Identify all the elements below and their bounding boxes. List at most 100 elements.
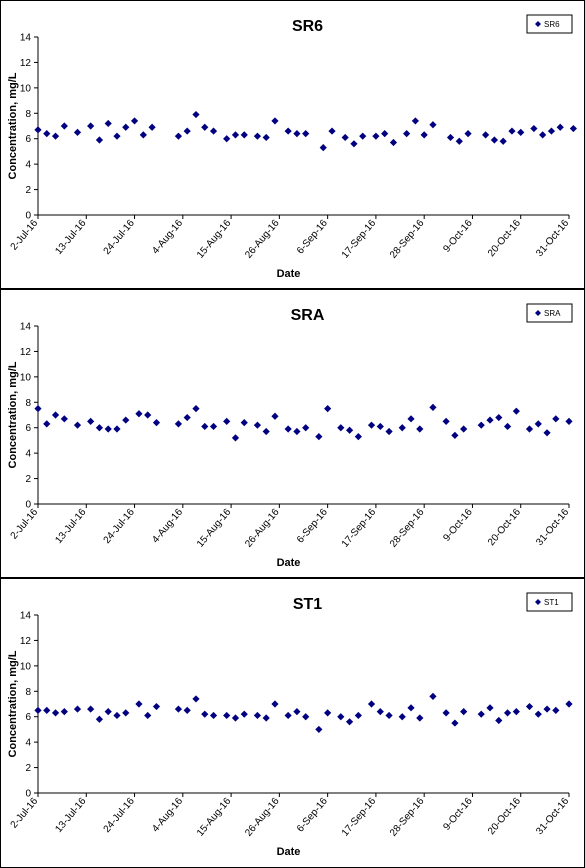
y-axis-title: Concentration, mg/L (7, 361, 19, 468)
y-tick-label: 4 (25, 449, 31, 460)
legend-box (526, 592, 573, 612)
y-tick-label: 12 (20, 58, 32, 69)
data-point-sr6 (209, 127, 218, 135)
data-point-st1 (302, 713, 310, 721)
data-point-sra (367, 421, 376, 429)
data-point-sra (385, 427, 393, 436)
data-point-sra (113, 425, 121, 433)
data-point-sr6 (284, 127, 292, 135)
legend-label: SRA (544, 309, 561, 318)
data-point-sr6 (113, 132, 121, 140)
data-point-st1 (376, 708, 384, 716)
data-point-sra (183, 413, 191, 422)
data-point-sr6 (372, 132, 380, 140)
plot-area (38, 37, 569, 215)
data-point-sr6 (539, 131, 547, 139)
chart-title: ST1 (293, 596, 322, 613)
data-point-sra (525, 425, 534, 433)
data-point-sra (460, 425, 468, 433)
y-tick-label: 2 (25, 185, 31, 196)
data-point-sr6 (271, 117, 279, 125)
legend-label: SR6 (544, 20, 560, 29)
data-point-st1 (209, 711, 218, 720)
data-point-sr6 (420, 131, 428, 139)
y-tick-label: 2 (25, 763, 31, 774)
y-tick-label: 10 (20, 661, 32, 672)
data-point-st1 (271, 700, 279, 708)
data-point-sra (253, 421, 262, 429)
y-tick-label: 10 (20, 83, 32, 94)
data-point-st1 (495, 716, 503, 725)
data-point-sra (293, 427, 301, 436)
data-point-sr6 (201, 123, 209, 131)
y-tick-label: 12 (20, 347, 32, 358)
legend-marker (535, 599, 541, 605)
data-point-sr6 (34, 126, 42, 134)
y-tick-label: 14 (20, 33, 32, 44)
chart-title: SRA (291, 307, 325, 324)
data-point-sr6 (530, 124, 538, 133)
data-point-sra (201, 422, 209, 431)
data-point-sr6 (95, 136, 104, 144)
y-tick-label: 14 (20, 611, 32, 622)
data-point-sra (495, 413, 503, 422)
data-point-sr6 (253, 132, 262, 140)
data-point-sr6 (302, 130, 310, 138)
data-point-sra (398, 424, 406, 432)
data-point-sra (302, 424, 310, 432)
data-point-sra (209, 422, 218, 431)
data-point-sr6 (174, 132, 183, 140)
data-point-sr6 (73, 128, 82, 136)
data-point-sr6 (455, 137, 463, 145)
data-point-sra (51, 411, 60, 419)
data-point-sr6 (359, 132, 367, 140)
y-tick-label: 12 (20, 636, 32, 647)
data-point-sr6 (223, 135, 231, 143)
data-point-st1 (95, 715, 104, 723)
data-point-st1 (486, 704, 494, 712)
data-point-sr6 (508, 127, 516, 135)
data-point-st1 (223, 711, 231, 720)
data-point-st1 (367, 700, 376, 708)
data-point-sr6 (122, 123, 130, 131)
data-point-sr6 (403, 130, 411, 138)
data-point-sr6 (547, 127, 556, 135)
data-point-sr6 (130, 117, 139, 125)
data-point-st1 (565, 700, 573, 708)
data-point-sr6 (446, 133, 455, 142)
x-axis-title: Date (277, 846, 301, 858)
data-point-sra (486, 416, 494, 424)
data-point-sr6 (341, 133, 349, 142)
data-point-sra (354, 433, 362, 441)
data-point-sra (337, 424, 345, 432)
y-tick-label: 4 (25, 738, 31, 749)
data-point-sr6 (60, 122, 68, 130)
data-point-st1 (135, 700, 143, 708)
data-point-sr6 (499, 137, 507, 145)
data-point-sr6 (319, 144, 327, 152)
data-point-sr6 (350, 140, 358, 148)
y-tick-label: 6 (25, 134, 31, 145)
y-tick-label: 0 (25, 211, 31, 222)
y-tick-label: 8 (25, 109, 31, 120)
chart-panel-sr6: 0 2 4 6 8 10 12 14 2-Jul-16 13-Jul-16 24-Jul-16 4-A… (0, 0, 585, 289)
y-tick-label: 0 (25, 789, 31, 800)
data-point-sr6 (569, 124, 577, 133)
legend-box (526, 14, 573, 34)
data-point-sr6 (87, 122, 95, 130)
data-point-sra (144, 411, 152, 419)
data-point-sr6 (293, 130, 301, 138)
data-point-sr6 (192, 110, 200, 119)
x-axis-title: Date (277, 557, 301, 569)
data-point-sr6 (240, 131, 248, 139)
data-point-sr6 (148, 123, 156, 131)
chart-panel-sra: 0 2 4 6 8 10 12 14 2-Jul-16 13-Jul-16 24-Jul-16 4-A… (0, 289, 585, 578)
data-point-sra (135, 410, 143, 418)
chart-title: SR6 (292, 18, 323, 35)
data-point-sra (543, 429, 551, 437)
plot-area (38, 615, 569, 793)
data-point-sr6 (328, 127, 336, 135)
data-point-sr6 (389, 138, 398, 147)
